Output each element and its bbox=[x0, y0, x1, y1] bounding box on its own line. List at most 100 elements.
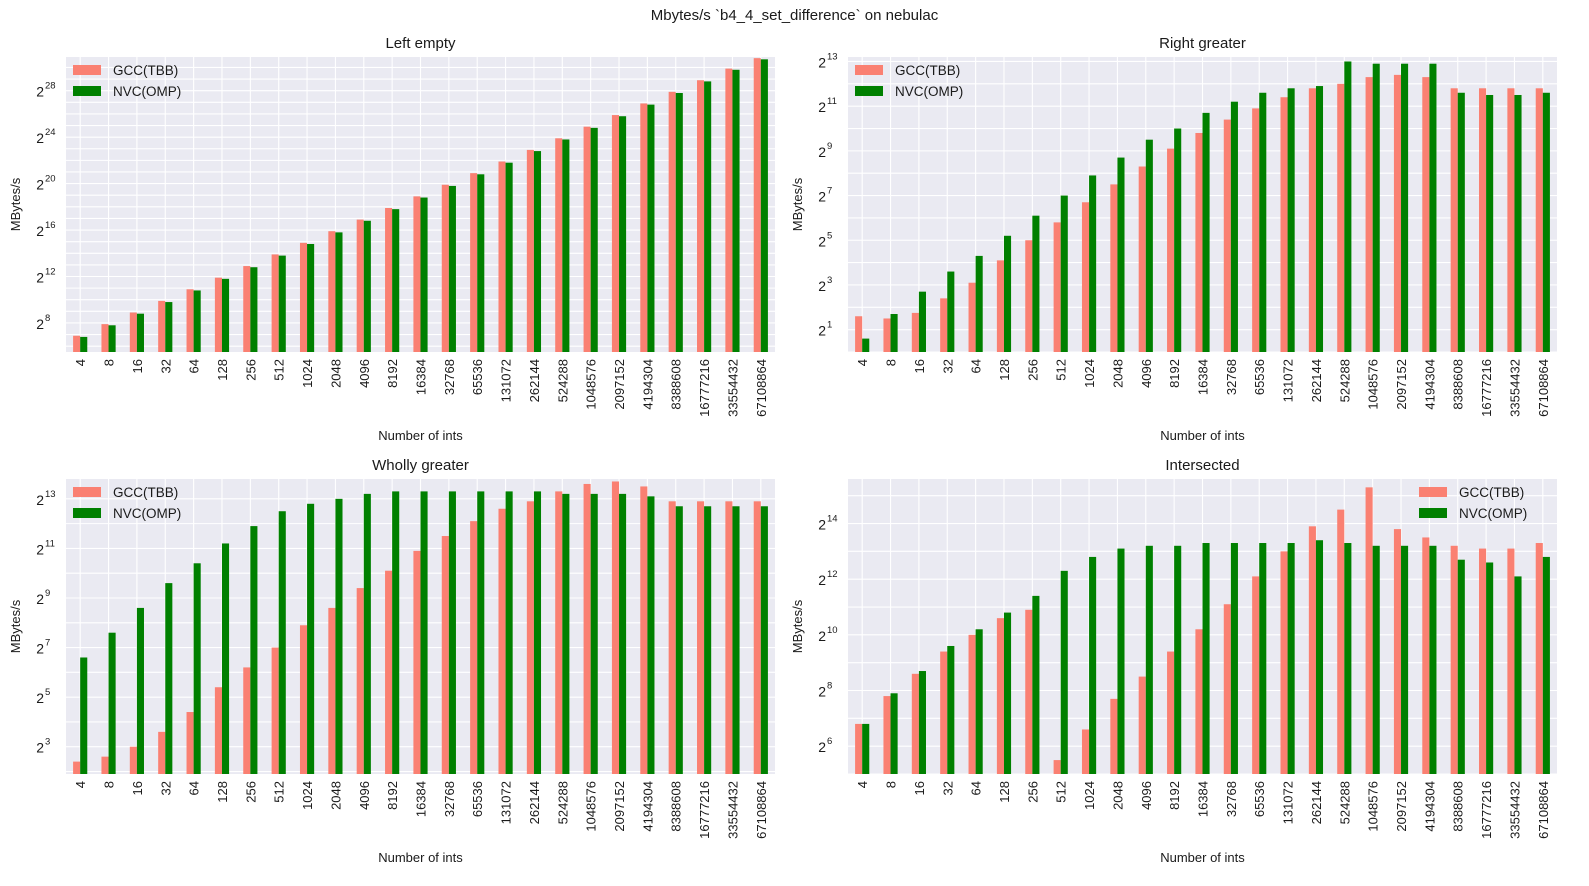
bar-gcc-tbb bbox=[271, 647, 279, 774]
bar-gcc-tbb bbox=[968, 634, 976, 774]
y-tick-exponent: 8 bbox=[45, 313, 50, 324]
bar-gcc-tbb bbox=[73, 335, 81, 352]
legend-swatch bbox=[73, 86, 101, 96]
x-tick-label: 8388608 bbox=[669, 781, 684, 832]
y-tick-exponent: 9 bbox=[45, 588, 50, 599]
bar-gcc-tbb bbox=[1280, 97, 1288, 353]
bar-nvc-omp bbox=[1315, 540, 1324, 774]
bar-gcc-tbb bbox=[1081, 202, 1090, 352]
bar-gcc-tbb bbox=[1223, 604, 1231, 774]
bar-gcc-tbb bbox=[73, 761, 81, 774]
x-tick-label: 1024 bbox=[300, 781, 315, 810]
y-tick-base: 2 bbox=[818, 517, 826, 533]
bar-nvc-omp bbox=[307, 243, 315, 352]
x-tick-label: 262144 bbox=[1309, 359, 1324, 402]
panel-right-greater: Right greater 2 1 2 3 2 5 2 7 2 9 2 11 2 13 4 8 16 32 64 128… bbox=[782, 30, 1576, 450]
bar-nvc-omp bbox=[108, 325, 116, 352]
y-tick-exponent: 8 bbox=[827, 681, 832, 692]
bar-gcc-tbb bbox=[1507, 548, 1515, 774]
bar-nvc-omp bbox=[562, 493, 570, 774]
bar-nvc-omp bbox=[675, 93, 683, 352]
x-tick-label: 67108864 bbox=[754, 781, 769, 839]
bar-nvc-omp bbox=[590, 127, 598, 352]
bar-nvc-omp bbox=[1117, 548, 1125, 774]
bar-gcc-tbb bbox=[1365, 77, 1373, 352]
bar-gcc-tbb bbox=[697, 501, 705, 774]
bar-gcc-tbb bbox=[385, 570, 393, 774]
bar-gcc-tbb bbox=[1110, 184, 1118, 352]
x-tick-label: 524288 bbox=[1337, 781, 1352, 824]
bar-nvc-omp bbox=[918, 671, 926, 774]
y-tick-label: 2 11 bbox=[36, 538, 55, 557]
x-axis-label: Number of ints bbox=[1160, 850, 1245, 865]
y-tick-exponent: 11 bbox=[45, 538, 55, 549]
chart-title: Right greater bbox=[1159, 35, 1246, 52]
y-tick-base: 2 bbox=[818, 628, 826, 644]
bar-gcc-tbb bbox=[158, 300, 166, 352]
y-tick-exponent: 1 bbox=[827, 320, 832, 331]
y-tick-exponent: 28 bbox=[45, 81, 56, 92]
bar-nvc-omp bbox=[732, 506, 740, 774]
y-tick-label: 2 11 bbox=[818, 96, 837, 115]
bar-gcc-tbb bbox=[1138, 676, 1146, 774]
bar-nvc-omp bbox=[619, 493, 627, 774]
x-tick-label: 512 bbox=[1054, 781, 1069, 803]
bar-gcc-tbb bbox=[1308, 88, 1316, 353]
bar-gcc-tbb bbox=[1280, 551, 1288, 774]
bar-nvc-omp bbox=[448, 491, 456, 774]
x-tick-label: 131072 bbox=[499, 781, 514, 824]
x-tick-label: 16 bbox=[130, 781, 145, 795]
figure-title: Mbytes/s `b4_4_set_difference` on nebula… bbox=[650, 7, 939, 24]
bar-gcc-tbb bbox=[299, 625, 308, 774]
x-tick-label: 512 bbox=[272, 359, 287, 381]
bar-gcc-tbb bbox=[996, 618, 1004, 774]
bar-gcc-tbb bbox=[555, 138, 563, 352]
bar-nvc-omp bbox=[1145, 545, 1153, 774]
x-tick-label: 2048 bbox=[1110, 781, 1125, 810]
bar-nvc-omp bbox=[1514, 94, 1522, 352]
y-tick-label: 2 14 bbox=[818, 514, 837, 533]
y-axis-label: MBytes/s bbox=[8, 177, 23, 231]
bar-nvc-omp bbox=[533, 151, 542, 352]
y-tick-base: 2 bbox=[818, 278, 826, 294]
bar-gcc-tbb bbox=[1195, 629, 1203, 774]
y-tick-exponent: 13 bbox=[827, 51, 838, 62]
legend: GCC(TBB) NVC(OMP) bbox=[73, 485, 181, 521]
bar-gcc-tbb bbox=[1252, 108, 1260, 352]
bar-nvc-omp bbox=[1372, 545, 1380, 774]
y-tick-exponent: 7 bbox=[45, 638, 50, 649]
bar-gcc-tbb bbox=[1167, 148, 1175, 352]
bar-gcc-tbb bbox=[243, 667, 251, 774]
bar-gcc-tbb bbox=[1110, 698, 1118, 774]
x-tick-label: 33554432 bbox=[725, 359, 740, 417]
y-tick-base: 2 bbox=[36, 690, 44, 706]
bar-gcc-tbb bbox=[697, 80, 705, 353]
bar-gcc-tbb bbox=[1223, 119, 1231, 352]
bar-gcc-tbb bbox=[1167, 651, 1175, 774]
x-tick-label: 262144 bbox=[527, 781, 542, 824]
bar-gcc-tbb bbox=[101, 756, 109, 774]
x-tick-label: 128 bbox=[215, 781, 230, 803]
x-tick-label: 524288 bbox=[555, 359, 570, 402]
x-tick-label: 33554432 bbox=[725, 781, 740, 839]
x-tick-label: 1024 bbox=[300, 359, 315, 388]
y-tick-exponent: 3 bbox=[827, 275, 832, 286]
x-tick-label: 16 bbox=[130, 359, 145, 373]
y-tick-base: 2 bbox=[818, 572, 826, 588]
bar-gcc-tbb bbox=[413, 550, 421, 774]
y-tick-label: 2 16 bbox=[36, 220, 55, 239]
bar-gcc-tbb bbox=[1450, 88, 1458, 353]
bar-gcc-tbb bbox=[1053, 760, 1061, 774]
bar-nvc-omp bbox=[675, 506, 683, 774]
bar-gcc-tbb bbox=[1252, 576, 1260, 774]
bar-nvc-omp bbox=[1486, 94, 1494, 352]
x-tick-label: 16777216 bbox=[1479, 781, 1494, 839]
legend-label: NVC(OMP) bbox=[113, 506, 181, 521]
bar-gcc-tbb bbox=[1422, 537, 1430, 774]
